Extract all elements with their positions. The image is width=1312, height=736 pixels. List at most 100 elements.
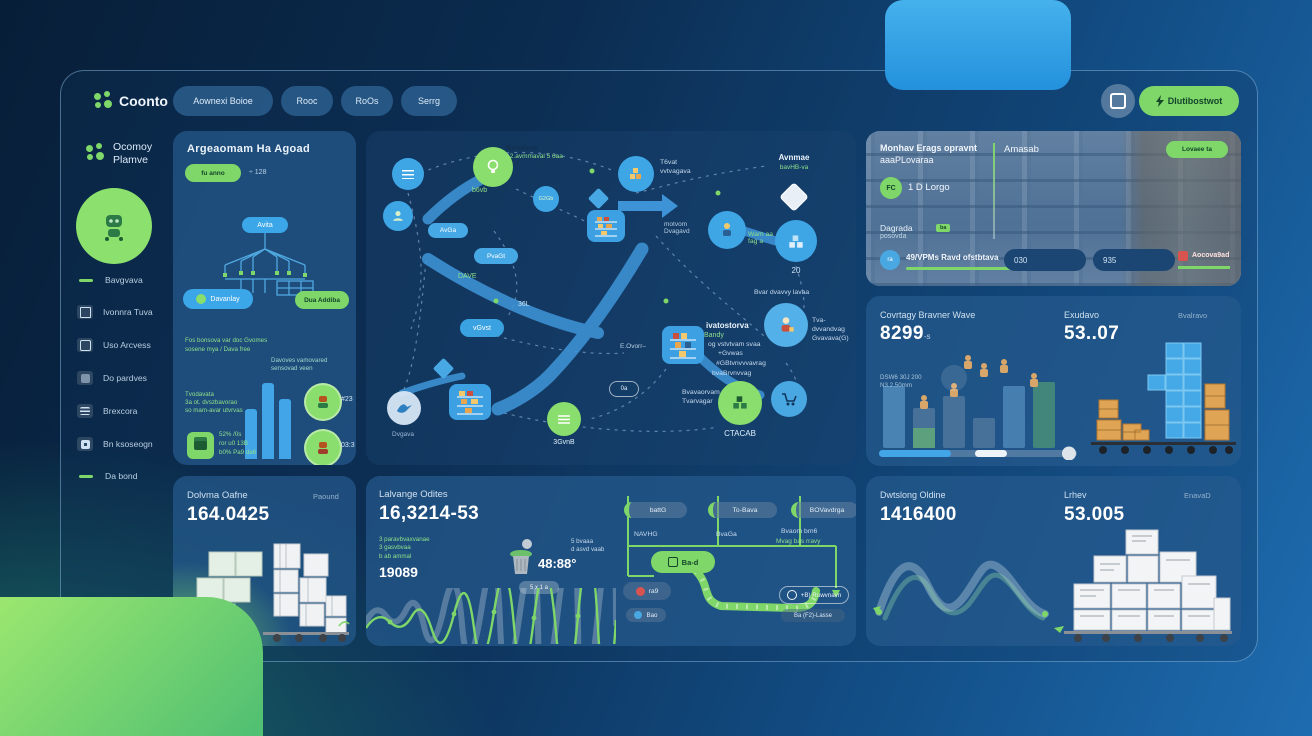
flow-top-sub: +2.avmmaval 5 6aa [506, 153, 563, 160]
flow-node-avga[interactable]: AvGa [428, 223, 468, 238]
sidebar-item-bavgvava[interactable]: Bavgvava [79, 275, 143, 285]
red-dot-icon [635, 586, 645, 596]
box-icon [77, 371, 93, 385]
panel-outbound: Dwtslong Oldine 1416400 Lrhev 53.005 Ena… [866, 476, 1241, 646]
menu-icon [77, 404, 93, 418]
flow-node-bird[interactable] [387, 391, 421, 425]
sidebar-item-pardves[interactable]: Do pardves [77, 371, 147, 385]
flow-eovorr-label: E.Ovorr– [620, 343, 647, 350]
copy-button[interactable] [1101, 84, 1135, 118]
tree-node-top[interactable]: Avita [242, 217, 288, 233]
green-dash-icon [79, 278, 93, 282]
lalvange-value2: 19089 [379, 564, 418, 580]
sidebar-item-ksoseogn[interactable]: Bn ksoseogn [77, 437, 153, 451]
flow-top-title: Rovavab [506, 143, 538, 152]
flow-node-person[interactable] [383, 201, 413, 231]
pipeline-pill-3[interactable]: BOVavdrga [791, 502, 856, 518]
avatar[interactable] [76, 188, 152, 264]
lalvange-label: Lalvange Odites [379, 489, 448, 500]
pipeline-pill-1[interactable]: battG [624, 502, 687, 518]
sidebar-item-brexcora[interactable]: Brexcora [77, 404, 137, 418]
sidebar-item-label: Bn ksoseogn [103, 439, 153, 449]
flow-node-shelf[interactable] [587, 210, 625, 242]
layers-icon [558, 415, 570, 424]
flow-node-ctacab[interactable] [718, 381, 762, 425]
flow-shelf-label: T6vat vvtvagava [660, 159, 691, 175]
flow-node-pvagt[interactable]: PvaGt [474, 248, 518, 264]
nav-item-roos[interactable]: RoOs [341, 86, 393, 116]
nav-item-serrg[interactable]: Serrg [401, 86, 457, 116]
flow-node-rack[interactable] [449, 384, 491, 420]
flow-node-oa[interactable]: 0a [609, 381, 639, 397]
flow-node-rack2[interactable] [662, 326, 704, 364]
bird-icon [397, 404, 412, 413]
flow-avnmae-label: Avnmae [778, 153, 810, 162]
sidebar-item-label: Bavgvava [105, 275, 143, 285]
document-icon [77, 305, 93, 319]
lalvange-value: 16,3214-53 [379, 503, 480, 524]
rack-icon [457, 391, 483, 415]
sidebar-item-uso[interactable]: Uso Arcvess [77, 338, 151, 352]
pipeline-main-node[interactable]: Ba-d [651, 551, 715, 573]
warehouse-input-2[interactable]: 935 [1093, 249, 1175, 271]
flow-b6vb-label: b6vb [472, 187, 488, 194]
delivery-value: 164.0425 [187, 504, 270, 525]
sidebar-brand: Ocomoy Plamve [113, 141, 152, 167]
pipeline-ruw[interactable]: +B) Ruwvnavn [779, 586, 849, 604]
lorgo-label: 1 D Lorgo [908, 182, 950, 193]
panel-warehouse: Monhav Erags opravnt aaaPLovaraa FC 1 D L… [866, 131, 1241, 286]
flow-ivl3: #GBtvnvvvavrag [716, 360, 766, 367]
boxes-icon [789, 235, 803, 248]
stat1-label: #23 [341, 396, 353, 403]
lightbulb-icon [487, 159, 499, 173]
bin-notes: 5 bvaaa d asvd vaab [571, 538, 605, 554]
pipeline-rag[interactable]: ra9 [623, 582, 671, 600]
sidebar-item-ivonnra[interactable]: Ivonnra Tuva [77, 305, 153, 319]
tree-green-note1: Fos bonsova var doc Gvomes [185, 337, 268, 344]
sidebar-item-label: Uso Arcvess [103, 340, 151, 350]
pipeline-l4: Mvag bas rravy [776, 538, 821, 545]
flow-node-20[interactable] [775, 220, 817, 262]
fc-badge: FC [880, 177, 902, 199]
dashboard: Coonto Aownexi Boioe Rooc RoOs Serrg Dlu… [60, 70, 1258, 662]
flow-node-g2gb[interactable]: G2Gb [533, 186, 559, 212]
flow-node-wave[interactable] [547, 402, 581, 436]
flow-node-cart[interactable] [771, 381, 807, 417]
target-icon [786, 590, 797, 600]
box-note2: ror u0 13B [219, 440, 248, 447]
stats-value1: 8299-s [880, 323, 931, 344]
pipeline-bao[interactable]: Bao [626, 608, 666, 622]
action-button[interactable]: Dlutibostwot [1139, 86, 1239, 116]
pipeline-lasse[interactable]: Ba (F2)-Lasse [781, 609, 845, 622]
cart-icon [782, 393, 797, 406]
packages-icon [630, 168, 641, 179]
pipeline-l3: Bvaom bm6 [781, 528, 818, 535]
tree-badge[interactable]: fu anno [185, 164, 241, 182]
robot-icon [105, 215, 123, 241]
outbound-corner: EnavaD [1184, 491, 1211, 500]
flow-node-vgvst[interactable]: vGvst [460, 319, 504, 337]
bar [245, 409, 257, 459]
arrow-right-icon [618, 194, 678, 218]
flow-node-idea[interactable] [473, 147, 513, 187]
flow-node-packages[interactable] [618, 156, 654, 192]
stats-note: DSW6 30J 200 N3.2.50mm [880, 374, 922, 390]
nav-item-board[interactable]: Aownexi Boioe [173, 86, 273, 116]
app-title: Coonto [119, 93, 168, 109]
menu-icon [402, 169, 414, 179]
ra-icon: ra [880, 250, 900, 270]
tree-node-right[interactable]: Dua Addiba [295, 291, 349, 309]
flow-node-robot[interactable] [708, 211, 746, 249]
flow-node-list[interactable] [392, 158, 424, 190]
tree-diagram [223, 233, 314, 296]
pipeline-pill-2[interactable]: To-Bava [708, 502, 777, 518]
flow-node-operator[interactable] [764, 303, 808, 347]
stats-value2: 53..07 [1064, 323, 1120, 344]
tree-node-left[interactable]: Davanlay [183, 289, 253, 309]
warehouse-right-badge[interactable]: Lovaee ta [1166, 141, 1228, 158]
warehouse-input-1[interactable]: 030 [1004, 249, 1086, 271]
box-note1: 52% /0s [219, 431, 242, 438]
sidebar-item-dabond[interactable]: Da bond [79, 471, 138, 481]
nav-item-rooc[interactable]: Rooc [281, 86, 333, 116]
